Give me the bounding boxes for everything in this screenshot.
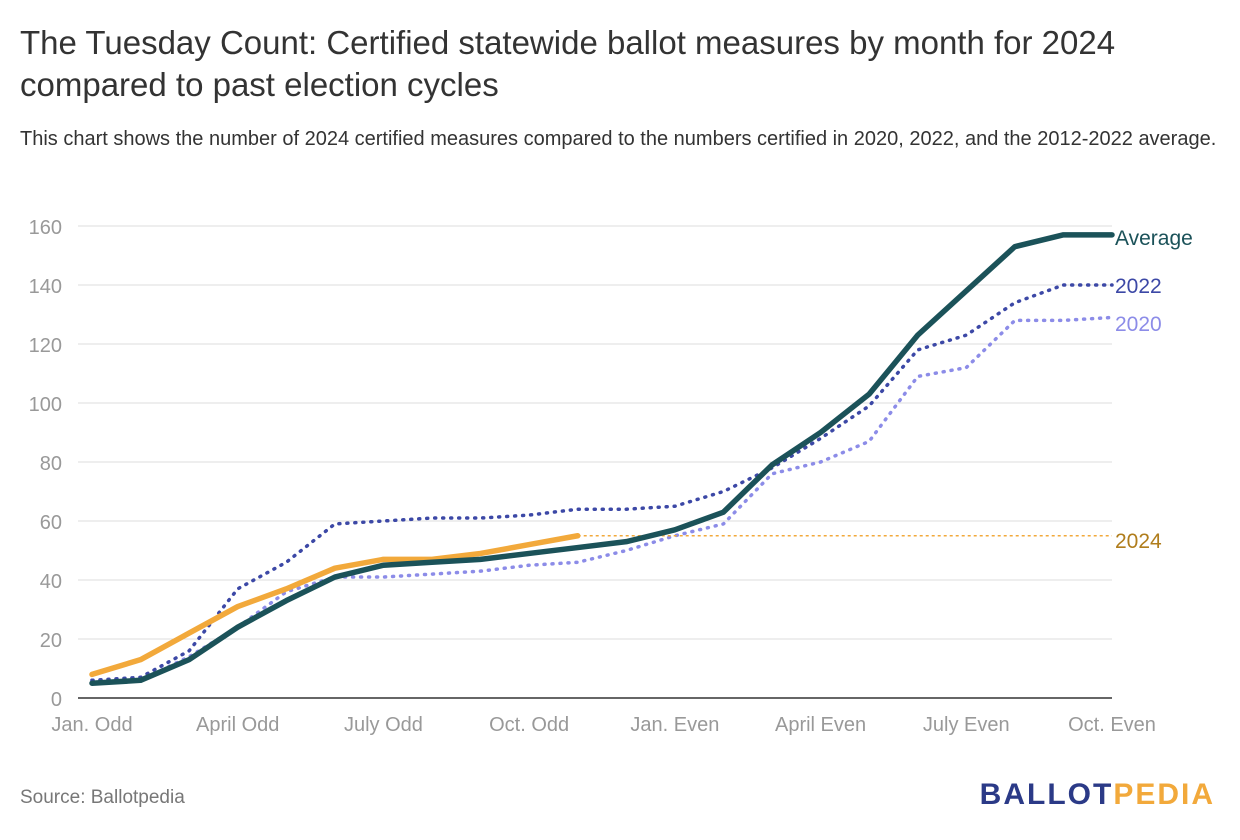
y-axis-ticks: 0 20 40 60 80 100 120 140 160 <box>29 217 62 711</box>
series-label-2024: 2024 <box>1115 530 1162 553</box>
x-tick-label: April Odd <box>196 714 279 736</box>
y-tick-label: 100 <box>29 394 62 416</box>
series-line-average <box>89 232 1115 686</box>
source-note: Source: Ballotpedia <box>20 787 185 808</box>
y-tick-label: 120 <box>29 335 62 357</box>
series-label-2022: 2022 <box>1115 275 1162 298</box>
chart-series <box>89 232 1115 686</box>
ballotpedia-logo: BALLOTPEDIA <box>980 778 1215 812</box>
chart-title: The Tuesday Count: Certified statewide b… <box>20 24 1116 103</box>
chart-gridlines <box>78 225 1112 699</box>
series-labels: 2020 2022 2024 Average <box>1115 227 1193 553</box>
series-line-2020 <box>90 315 1114 683</box>
y-tick-label: 40 <box>40 571 62 593</box>
x-tick-label: July Odd <box>344 714 423 736</box>
x-tick-label: Jan. Even <box>630 714 719 736</box>
series-label-average: Average <box>1115 227 1193 250</box>
x-tick-label: April Even <box>775 714 866 736</box>
x-tick-label: Jan. Odd <box>51 714 132 736</box>
y-tick-label: 80 <box>40 453 62 475</box>
x-tick-label: Oct. Odd <box>489 714 569 736</box>
logo-part-pedia: PEDIA <box>1113 778 1215 811</box>
y-tick-label: 0 <box>51 689 62 711</box>
y-tick-label: 140 <box>29 276 62 298</box>
y-tick-label: 20 <box>40 630 62 652</box>
x-axis-ticks: Jan. Odd April Odd July Odd Oct. Odd Jan. Ev… <box>51 714 1155 736</box>
logo-part-ballot: BALLOT <box>979 778 1114 811</box>
x-tick-label: Oct. Even <box>1068 714 1156 736</box>
y-tick-label: 60 <box>40 512 62 534</box>
y-tick-label: 160 <box>29 217 62 239</box>
x-tick-label: July Even <box>923 714 1010 736</box>
chart-subtitle: This chart shows the number of 2024 cert… <box>20 128 1217 150</box>
series-line-2022 <box>90 283 1114 683</box>
series-label-2020: 2020 <box>1115 313 1162 336</box>
series-line-2024 <box>89 533 581 678</box>
